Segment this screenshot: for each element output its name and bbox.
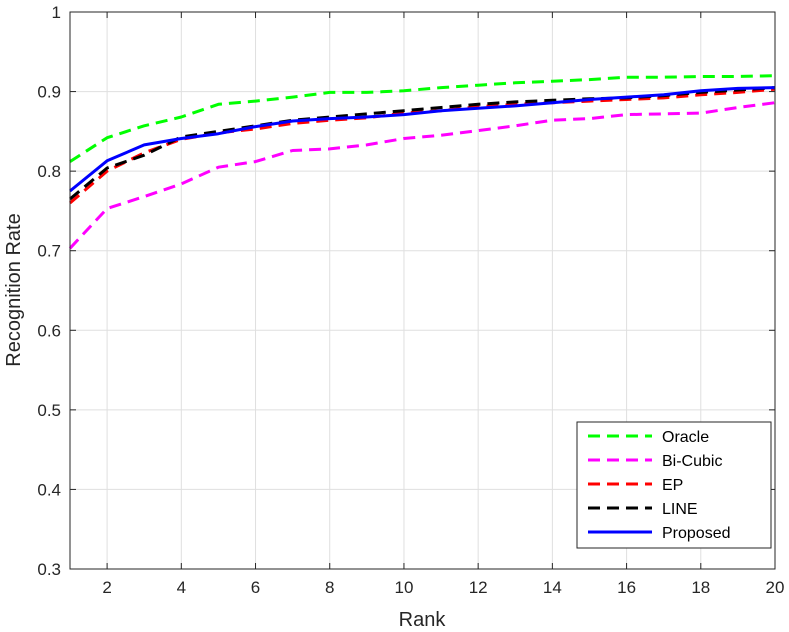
y-tick-label: 1 — [52, 3, 61, 22]
legend-label: Oracle — [662, 429, 709, 446]
x-tick-label: 16 — [617, 578, 636, 597]
y-axis-title: Recognition Rate — [3, 213, 25, 366]
x-tick-label: 20 — [766, 578, 785, 597]
series-line-line — [69, 86, 776, 201]
y-tick-label: 0.4 — [37, 480, 61, 499]
legend-label: LINE — [662, 501, 698, 518]
legend-label: Bi-Cubic — [662, 453, 722, 470]
series-line-oracle — [69, 74, 776, 163]
series-group — [68, 74, 776, 250]
y-tick-label: 0.3 — [37, 560, 61, 579]
axis-ticks: 2 4 6 8 10 12 14 16 18 20 0.3 0.4 0.5 0.6 0.7 0.8 0.9 1 — [37, 3, 784, 597]
y-tick-label: 0.9 — [37, 83, 61, 102]
x-tick-label: 14 — [543, 578, 562, 597]
x-tick-label: 4 — [177, 578, 186, 597]
x-tick-label: 12 — [469, 578, 488, 597]
plot-frame — [69, 11, 776, 570]
legend-label: EP — [662, 477, 683, 494]
x-tick-label: 18 — [691, 578, 710, 597]
y-tick-label: 0.8 — [37, 162, 61, 181]
y-tick-label: 0.7 — [37, 242, 61, 261]
series-line-bi-cubic — [68, 101, 776, 250]
x-tick-label: 8 — [325, 578, 334, 597]
legend: Oracle Bi-Cubic EP LINE Proposed — [576, 421, 772, 549]
x-tick-label: 2 — [102, 578, 111, 597]
x-tick-label: 10 — [394, 578, 413, 597]
x-axis-title: Rank — [399, 609, 447, 631]
series-line-proposed — [69, 86, 776, 193]
legend-label: Proposed — [662, 525, 731, 542]
y-tick-label: 0.6 — [37, 321, 61, 340]
y-tick-label: 0.5 — [37, 401, 61, 420]
x-tick-label: 6 — [251, 578, 260, 597]
